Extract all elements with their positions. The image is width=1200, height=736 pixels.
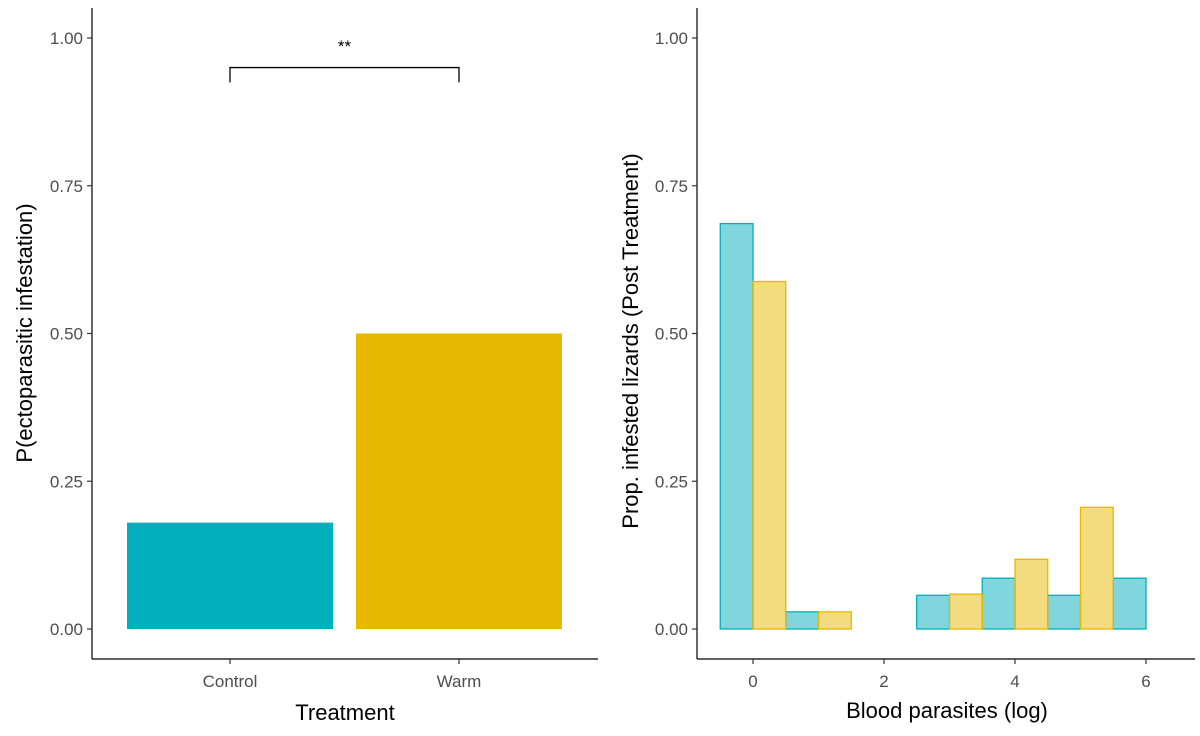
teal-bin	[1112, 577, 1147, 630]
teal-bin	[1047, 594, 1082, 630]
right-y-tick-label: 0.75	[655, 177, 688, 196]
left-bars	[127, 333, 562, 629]
left-y-axis-title: P(ectoparasitic infestation)	[12, 203, 37, 462]
right-x-tick-label: 0	[748, 672, 757, 691]
right-y-tick-label: 0.25	[655, 472, 688, 491]
left-x-ticks: Control Warm	[203, 659, 482, 691]
panel-right-histogram: 0.00 0.25 0.50 0.75 1.00 0 2 4 6 Blood parasite…	[618, 8, 1195, 723]
yellow-bin	[948, 593, 983, 630]
left-y-ticks: 0.00 0.25 0.50 0.75 1.00	[50, 29, 92, 639]
right-y-tick-label: 0.50	[655, 325, 688, 344]
right-y-ticks: 0.00 0.25 0.50 0.75 1.00	[655, 29, 697, 639]
right-x-tick-label: 6	[1141, 672, 1150, 691]
significance-label: **	[338, 37, 352, 56]
teal-bin	[785, 611, 820, 630]
bar-control	[127, 522, 333, 629]
panel-left-bar-chart: 0.00 0.25 0.50 0.75 1.00 Control Warm ** Trea…	[12, 8, 598, 725]
left-x-axis-title: Treatment	[295, 700, 394, 725]
right-x-tick-label: 4	[1010, 672, 1019, 691]
teal-bin	[981, 577, 1016, 630]
yellow-bin	[752, 280, 787, 630]
right-bars	[719, 222, 1147, 630]
right-x-ticks: 0 2 4 6	[748, 659, 1151, 691]
right-x-axis-title: Blood parasites (log)	[846, 698, 1048, 723]
teal-bin	[719, 222, 754, 630]
left-x-tick-label: Warm	[437, 672, 482, 691]
right-y-tick-label: 1.00	[655, 29, 688, 48]
yellow-bin	[817, 611, 852, 630]
yellow-bin	[1079, 506, 1114, 630]
left-y-tick-label: 1.00	[50, 29, 83, 48]
significance-bracket	[229, 66, 460, 83]
right-y-axis-title: Prop. infested lizards (Post Treatment)	[618, 153, 643, 528]
right-x-tick-label: 2	[879, 672, 888, 691]
left-y-tick-label: 0.00	[50, 620, 83, 639]
bar-warm	[356, 333, 562, 629]
left-y-tick-label: 0.75	[50, 177, 83, 196]
right-y-tick-label: 0.00	[655, 620, 688, 639]
left-y-tick-label: 0.25	[50, 472, 83, 491]
left-y-tick-label: 0.50	[50, 325, 83, 344]
teal-bin	[916, 594, 951, 630]
yellow-bin	[1014, 558, 1049, 630]
left-x-tick-label: Control	[203, 672, 258, 691]
